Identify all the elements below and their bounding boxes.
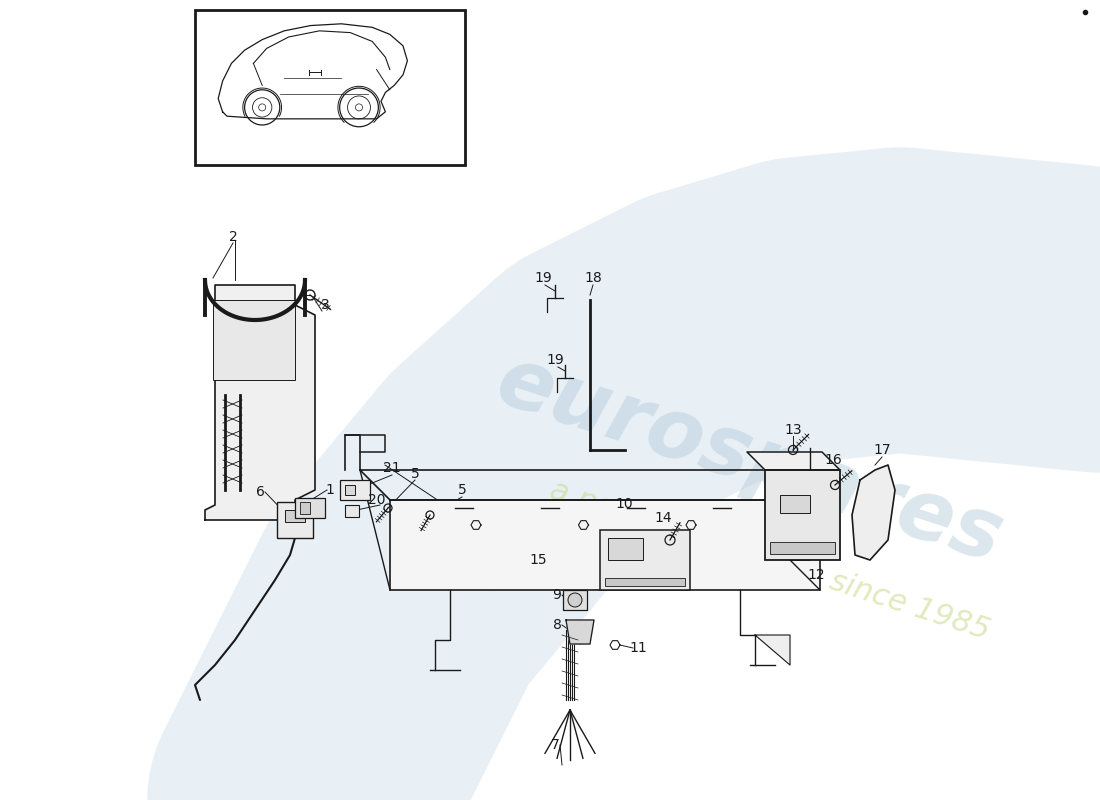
Text: 15: 15 (529, 553, 547, 567)
Text: 7: 7 (551, 738, 560, 752)
Polygon shape (747, 452, 840, 470)
Bar (213, 300, 295, 380)
Text: 9: 9 (552, 588, 561, 602)
Polygon shape (852, 465, 895, 560)
Bar (300, 502, 310, 514)
Text: 5: 5 (458, 483, 466, 497)
Bar (277, 502, 313, 538)
Polygon shape (755, 635, 790, 665)
Bar (345, 485, 355, 495)
Bar (780, 495, 810, 513)
Text: 13: 13 (784, 423, 802, 437)
Bar (295, 498, 324, 518)
Text: 10: 10 (615, 497, 632, 511)
Text: 3: 3 (320, 298, 329, 312)
Bar (285, 510, 305, 522)
Bar (195, 10, 465, 165)
Bar (390, 500, 820, 590)
Circle shape (568, 593, 582, 607)
Text: a passion for parts since 1985: a passion for parts since 1985 (547, 475, 993, 645)
Polygon shape (205, 285, 315, 520)
Text: 1: 1 (326, 483, 334, 497)
Polygon shape (566, 620, 594, 644)
Text: 14: 14 (654, 511, 672, 525)
Bar (605, 578, 685, 586)
Bar (563, 590, 587, 610)
Text: 17: 17 (873, 443, 891, 457)
Text: 16: 16 (824, 453, 842, 467)
Bar (608, 538, 644, 560)
Text: 12: 12 (807, 568, 825, 582)
Bar (340, 480, 370, 500)
Text: 18: 18 (584, 271, 602, 285)
Bar (764, 470, 840, 560)
Bar (345, 505, 359, 517)
Text: 20: 20 (368, 493, 386, 507)
Text: eurospares: eurospares (487, 340, 1013, 580)
Text: 2: 2 (229, 230, 238, 244)
Text: 21: 21 (383, 461, 400, 475)
Text: 19: 19 (546, 353, 564, 367)
Text: 6: 6 (255, 485, 264, 499)
Text: 5: 5 (410, 467, 419, 481)
Text: 8: 8 (552, 618, 561, 632)
Text: 11: 11 (629, 641, 647, 655)
Text: 19: 19 (535, 271, 552, 285)
Bar (770, 542, 835, 554)
Bar (600, 530, 690, 590)
